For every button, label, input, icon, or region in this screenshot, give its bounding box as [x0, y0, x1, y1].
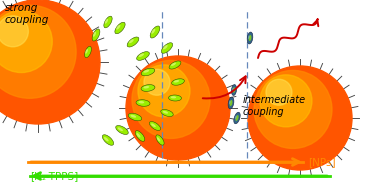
- Ellipse shape: [141, 68, 155, 76]
- Ellipse shape: [143, 86, 149, 88]
- Ellipse shape: [235, 115, 237, 119]
- Ellipse shape: [104, 137, 109, 141]
- Ellipse shape: [129, 39, 134, 43]
- Ellipse shape: [141, 85, 155, 91]
- Ellipse shape: [85, 49, 88, 54]
- Ellipse shape: [156, 135, 164, 145]
- Ellipse shape: [128, 113, 142, 121]
- Ellipse shape: [233, 87, 235, 93]
- Ellipse shape: [104, 16, 112, 28]
- Circle shape: [260, 75, 312, 127]
- Ellipse shape: [169, 61, 181, 69]
- Circle shape: [248, 66, 352, 170]
- Circle shape: [266, 79, 292, 105]
- Ellipse shape: [102, 135, 113, 145]
- Ellipse shape: [163, 111, 168, 114]
- Ellipse shape: [172, 79, 184, 85]
- Ellipse shape: [105, 19, 108, 24]
- Ellipse shape: [232, 88, 234, 91]
- Ellipse shape: [161, 43, 173, 53]
- Text: strong
coupling: strong coupling: [5, 3, 49, 25]
- Ellipse shape: [143, 70, 149, 73]
- Ellipse shape: [249, 35, 251, 41]
- Ellipse shape: [115, 22, 125, 34]
- Ellipse shape: [137, 133, 141, 137]
- Ellipse shape: [150, 26, 160, 38]
- Ellipse shape: [163, 45, 168, 49]
- Circle shape: [0, 16, 29, 47]
- Ellipse shape: [174, 80, 179, 83]
- Text: intermediate
coupling: intermediate coupling: [243, 95, 306, 117]
- Ellipse shape: [168, 95, 182, 101]
- FancyArrowPatch shape: [203, 76, 246, 98]
- Ellipse shape: [248, 35, 250, 39]
- Ellipse shape: [85, 46, 92, 58]
- Text: [H₂-TPPS]: [H₂-TPPS]: [30, 171, 78, 181]
- Circle shape: [138, 65, 190, 117]
- Circle shape: [144, 69, 170, 95]
- Ellipse shape: [149, 122, 161, 130]
- Circle shape: [254, 70, 332, 148]
- Ellipse shape: [116, 25, 120, 30]
- Ellipse shape: [139, 53, 144, 57]
- Ellipse shape: [136, 100, 150, 106]
- Circle shape: [0, 5, 76, 98]
- Ellipse shape: [137, 52, 149, 60]
- Ellipse shape: [235, 115, 239, 121]
- Circle shape: [0, 0, 100, 124]
- Ellipse shape: [231, 84, 236, 95]
- Text: [NPs]: [NPs]: [308, 157, 336, 167]
- Ellipse shape: [228, 97, 234, 109]
- Ellipse shape: [171, 96, 176, 98]
- Ellipse shape: [161, 109, 173, 116]
- Circle shape: [126, 56, 230, 160]
- Ellipse shape: [93, 32, 96, 37]
- Ellipse shape: [151, 123, 156, 127]
- Ellipse shape: [127, 37, 139, 47]
- Circle shape: [0, 11, 52, 73]
- Ellipse shape: [118, 127, 123, 131]
- Ellipse shape: [229, 100, 231, 104]
- Ellipse shape: [116, 125, 128, 135]
- Ellipse shape: [171, 63, 176, 66]
- Ellipse shape: [157, 137, 160, 142]
- Ellipse shape: [229, 100, 232, 106]
- Circle shape: [132, 60, 210, 138]
- Ellipse shape: [234, 112, 240, 124]
- Ellipse shape: [135, 131, 145, 141]
- Ellipse shape: [152, 29, 155, 34]
- Ellipse shape: [138, 101, 144, 103]
- Ellipse shape: [92, 29, 100, 41]
- Ellipse shape: [131, 115, 136, 118]
- Ellipse shape: [247, 32, 253, 44]
